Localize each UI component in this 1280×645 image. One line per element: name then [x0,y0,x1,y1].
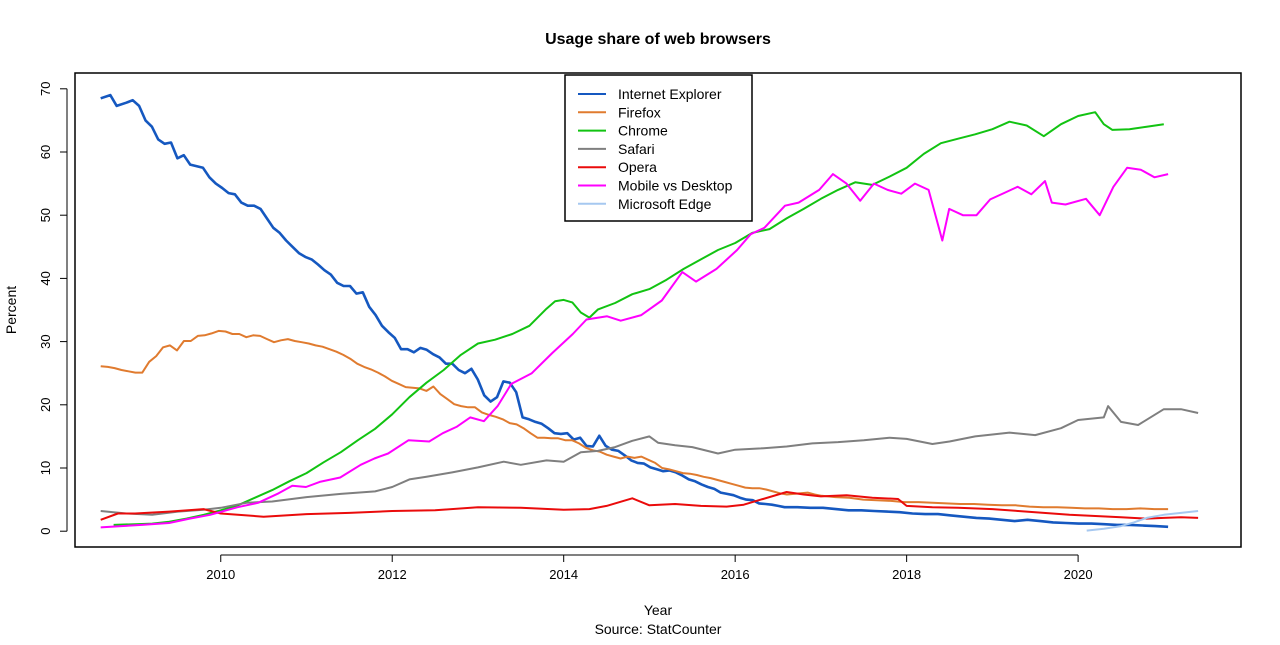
x-tick-label: 2018 [892,567,921,582]
series-line-firefox [100,329,1169,511]
x-axis-label: Year [644,602,673,618]
x-axis: 2010 2012 2014 2016 2018 2020 [206,554,1093,582]
x-tick-label: 2016 [721,567,750,582]
legend-label: Opera [618,159,657,175]
legend-label: Mobile vs Desktop [618,178,733,194]
y-tick-label: 30 [38,334,53,348]
y-tick-label: 70 [38,82,53,96]
y-tick-label: 40 [38,271,53,285]
x-tick-label: 2014 [549,567,578,582]
y-axis-label: Percent [3,286,19,334]
series-line-chrome [113,111,1164,526]
y-tick-label: 0 [38,528,53,535]
legend-label: Microsoft Edge [618,196,712,212]
x-tick-label: 2020 [1064,567,1093,582]
legend-label: Safari [618,141,655,157]
series-line-internet-explorer [100,93,1169,529]
x-tick-label: 2010 [206,567,235,582]
y-tick-label: 50 [38,208,53,222]
y-tick-label: 60 [38,145,53,159]
source-note: Source: StatCounter [595,621,722,637]
legend: Internet Explorer Firefox Chrome Safari Oper… [564,74,753,222]
legend-label: Internet Explorer [618,86,722,102]
chart-title: Usage share of web browsers [545,31,771,48]
legend-label: Chrome [618,123,668,139]
series-line-mobile-vs-desktop [100,166,1169,529]
y-tick-label: 10 [38,461,53,475]
series-line-safari [100,405,1199,516]
legend-label: Firefox [618,104,661,120]
y-tick-label: 20 [38,398,53,412]
series-line-microsoft-edge [1086,510,1199,532]
series-line-opera [100,491,1199,521]
x-tick-label: 2012 [378,567,407,582]
plot-frame [74,72,1242,548]
series-layer [100,93,1199,532]
y-axis: 0 10 20 30 40 50 60 70 [38,82,68,535]
